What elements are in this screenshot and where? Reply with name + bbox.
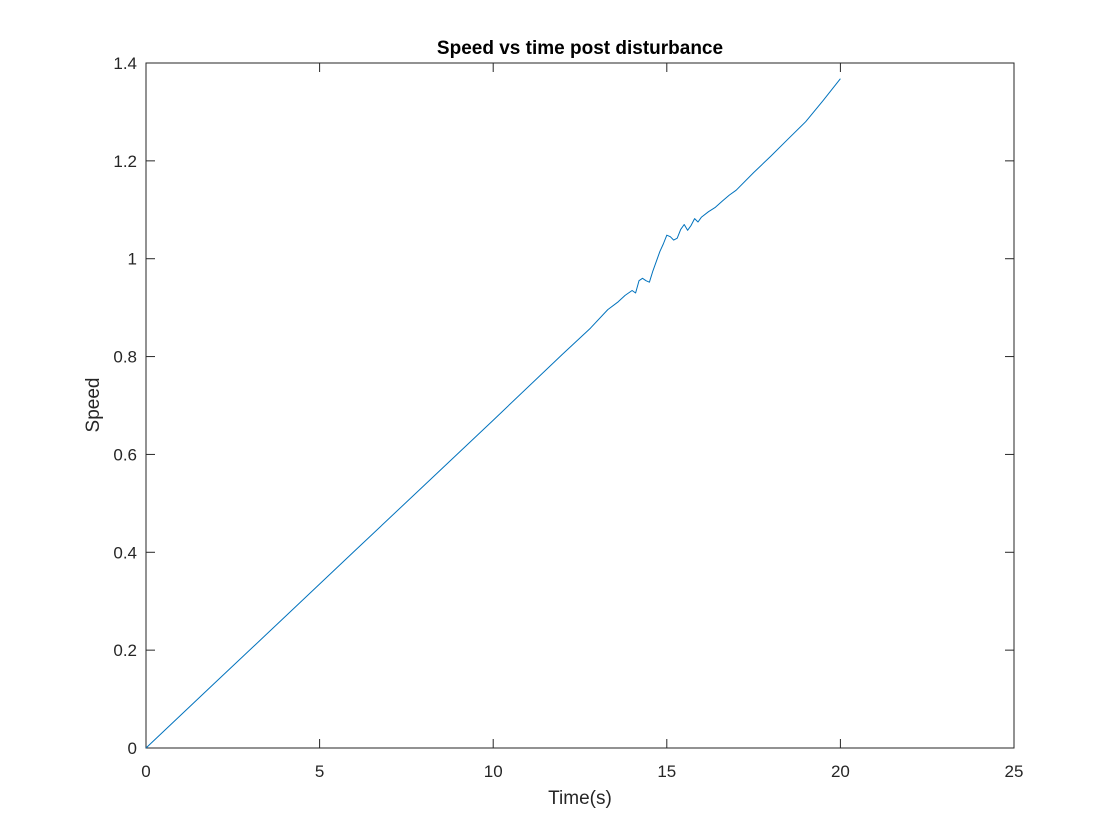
y-tick-label: 1.2 [113,152,137,171]
x-tick-label: 0 [141,762,150,781]
y-tick-label: 1 [128,250,137,269]
y-tick-label: 0.6 [113,445,137,464]
y-axis: 0 0.2 0.4 0.6 0.8 1 1.2 1.4 [113,54,1014,758]
chart-title: Speed vs time post disturbance [437,38,723,59]
series-layer [145,78,841,749]
y-axis-label: Speed [83,378,104,433]
x-axis: 0 5 10 15 20 25 [141,63,1023,781]
x-tick-label: 5 [315,762,324,781]
y-tick-label: 0.8 [113,348,137,367]
y-tick-label: 0 [128,739,137,758]
x-tick-label: 20 [831,762,850,781]
x-tick-label: 25 [1005,762,1024,781]
y-tick-label: 0.2 [113,641,137,660]
y-tick-label: 0.4 [113,543,137,562]
x-tick-label: 15 [657,762,676,781]
x-axis-label: Time(s) [548,788,612,809]
series-line-0 [145,78,841,749]
y-tick-label: 1.4 [113,54,137,73]
x-tick-label: 10 [484,762,503,781]
plot-area [145,62,1015,749]
